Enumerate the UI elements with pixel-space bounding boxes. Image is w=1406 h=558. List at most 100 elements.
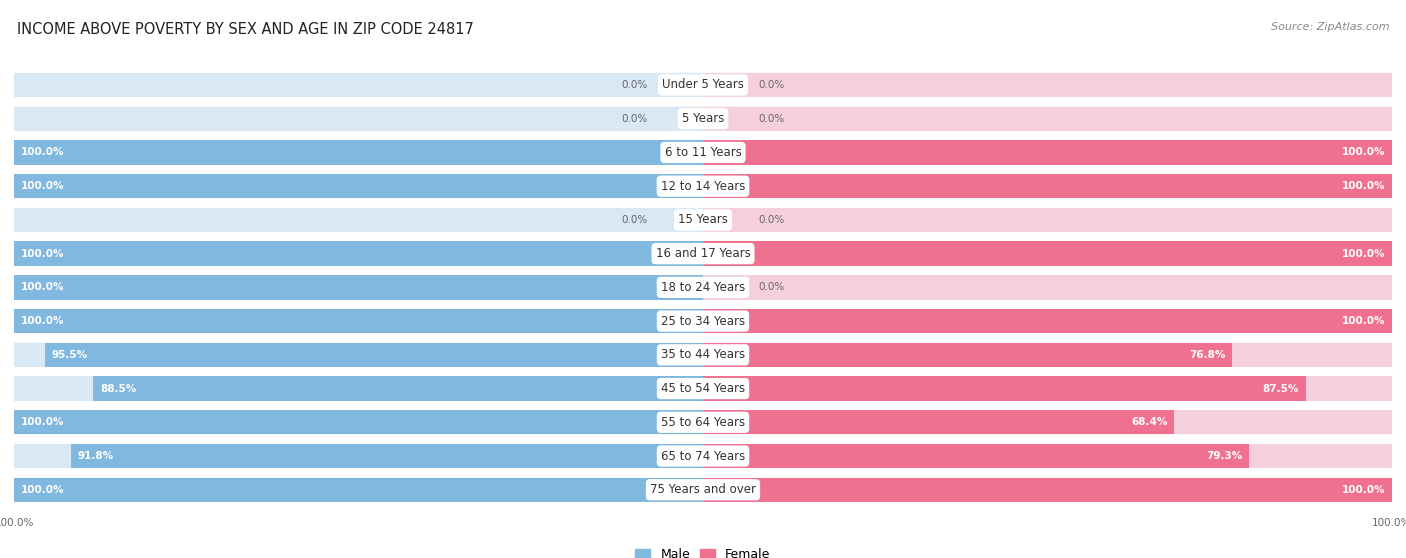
Bar (703, 242, 1392, 266)
FancyBboxPatch shape (14, 343, 1392, 367)
Text: 18 to 24 Years: 18 to 24 Years (661, 281, 745, 294)
Bar (703, 107, 1392, 131)
FancyBboxPatch shape (14, 140, 1392, 165)
Bar (703, 174, 1392, 198)
Bar (703, 410, 1392, 435)
Bar (703, 140, 1392, 165)
Text: 12 to 14 Years: 12 to 14 Years (661, 180, 745, 193)
Text: 5 Years: 5 Years (682, 112, 724, 125)
Text: 100.0%: 100.0% (21, 249, 65, 259)
FancyBboxPatch shape (14, 309, 1392, 333)
Text: 100.0%: 100.0% (1341, 147, 1385, 157)
Bar (703, 343, 1232, 367)
Text: 0.0%: 0.0% (758, 215, 785, 225)
Text: 91.8%: 91.8% (77, 451, 114, 461)
FancyBboxPatch shape (14, 377, 1392, 401)
Bar (14, 478, 703, 502)
Bar (14, 140, 703, 165)
Bar (703, 478, 1392, 502)
Text: 100.0%: 100.0% (21, 316, 65, 326)
Bar (14, 444, 703, 468)
Bar (14, 174, 703, 198)
Text: 6 to 11 Years: 6 to 11 Years (665, 146, 741, 159)
Text: 55 to 64 Years: 55 to 64 Years (661, 416, 745, 429)
Text: 25 to 34 Years: 25 to 34 Years (661, 315, 745, 328)
Text: 100.0%: 100.0% (21, 147, 65, 157)
FancyBboxPatch shape (14, 242, 1392, 266)
Text: Source: ZipAtlas.com: Source: ZipAtlas.com (1271, 22, 1389, 32)
FancyBboxPatch shape (14, 73, 1392, 97)
Text: 68.4%: 68.4% (1130, 417, 1167, 427)
Bar (14, 208, 703, 232)
Bar (14, 242, 703, 266)
FancyBboxPatch shape (14, 410, 1392, 435)
Bar (14, 174, 703, 198)
Bar (14, 343, 703, 367)
Bar (14, 242, 703, 266)
Bar (703, 275, 1392, 300)
Bar (14, 377, 703, 401)
FancyBboxPatch shape (14, 478, 1392, 502)
Text: 35 to 44 Years: 35 to 44 Years (661, 348, 745, 362)
Text: 100.0%: 100.0% (21, 485, 65, 495)
Bar (45, 343, 703, 367)
Bar (93, 377, 703, 401)
Bar (703, 242, 1392, 266)
Bar (70, 444, 703, 468)
Text: 45 to 54 Years: 45 to 54 Years (661, 382, 745, 395)
Bar (703, 140, 1392, 165)
Bar (14, 309, 703, 333)
Text: 75 Years and over: 75 Years and over (650, 483, 756, 496)
Bar (703, 444, 1392, 468)
Text: 15 Years: 15 Years (678, 213, 728, 227)
Text: 0.0%: 0.0% (758, 114, 785, 124)
Text: 79.3%: 79.3% (1206, 451, 1243, 461)
Bar (14, 410, 703, 435)
Text: 0.0%: 0.0% (621, 80, 648, 90)
FancyBboxPatch shape (14, 174, 1392, 198)
Bar (703, 377, 1306, 401)
Text: 100.0%: 100.0% (21, 181, 65, 191)
FancyBboxPatch shape (14, 208, 1392, 232)
Text: 100.0%: 100.0% (1341, 181, 1385, 191)
Text: 76.8%: 76.8% (1189, 350, 1225, 360)
Text: 100.0%: 100.0% (1341, 485, 1385, 495)
Text: 100.0%: 100.0% (1341, 316, 1385, 326)
Text: 100.0%: 100.0% (21, 417, 65, 427)
Bar (703, 309, 1392, 333)
Bar (703, 410, 1174, 435)
Bar (14, 107, 703, 131)
Bar (14, 478, 703, 502)
Text: 88.5%: 88.5% (100, 383, 136, 393)
Bar (14, 309, 703, 333)
Text: 100.0%: 100.0% (1341, 249, 1385, 259)
Bar (14, 275, 703, 300)
Text: 16 and 17 Years: 16 and 17 Years (655, 247, 751, 260)
Text: 65 to 74 Years: 65 to 74 Years (661, 450, 745, 463)
Bar (703, 478, 1392, 502)
Bar (703, 309, 1392, 333)
Bar (703, 444, 1250, 468)
Bar (703, 377, 1392, 401)
Text: 0.0%: 0.0% (621, 215, 648, 225)
Text: 0.0%: 0.0% (621, 114, 648, 124)
Bar (703, 343, 1392, 367)
Bar (14, 73, 703, 97)
Bar (14, 410, 703, 435)
Text: 87.5%: 87.5% (1263, 383, 1299, 393)
Bar (14, 140, 703, 165)
Bar (703, 174, 1392, 198)
FancyBboxPatch shape (14, 444, 1392, 468)
Text: 100.0%: 100.0% (21, 282, 65, 292)
Text: 0.0%: 0.0% (758, 80, 785, 90)
Legend: Male, Female: Male, Female (636, 549, 770, 558)
Bar (703, 208, 1392, 232)
Bar (14, 275, 703, 300)
Text: Under 5 Years: Under 5 Years (662, 79, 744, 92)
Bar (703, 73, 1392, 97)
Text: 95.5%: 95.5% (52, 350, 89, 360)
Text: INCOME ABOVE POVERTY BY SEX AND AGE IN ZIP CODE 24817: INCOME ABOVE POVERTY BY SEX AND AGE IN Z… (17, 22, 474, 37)
Text: 0.0%: 0.0% (758, 282, 785, 292)
FancyBboxPatch shape (14, 275, 1392, 300)
FancyBboxPatch shape (14, 107, 1392, 131)
